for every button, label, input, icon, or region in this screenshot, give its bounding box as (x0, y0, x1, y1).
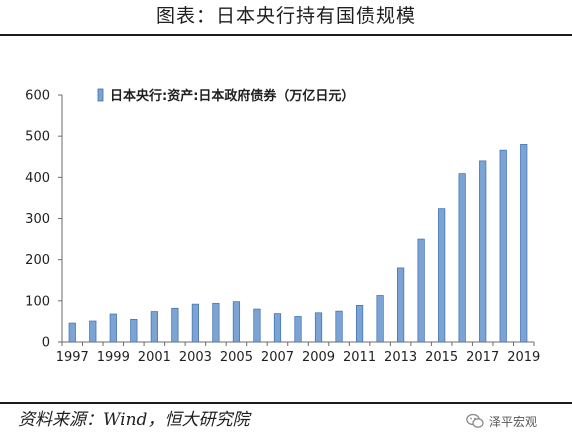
bar (397, 267, 405, 343)
x-tick-label: 2001 (138, 350, 171, 365)
bar (335, 310, 343, 343)
bar (191, 303, 199, 343)
x-tick-label: 2017 (466, 350, 499, 365)
bar (130, 319, 138, 343)
bar (314, 312, 323, 343)
bar (232, 301, 241, 343)
bar (355, 305, 364, 343)
x-axis: 1997 1999 2001 2003 2005 2007 2009 2011 2013 2015… (56, 341, 540, 365)
bar (68, 322, 76, 343)
bar (109, 313, 117, 343)
x-tick-label: 2015 (425, 350, 458, 365)
x-tick-label: 1999 (97, 350, 130, 365)
bar (520, 144, 528, 343)
watermark: 泽平宏观 (466, 411, 537, 431)
bar (294, 316, 302, 343)
bar (212, 302, 220, 343)
bar (171, 307, 179, 343)
y-tick-label: 200 (25, 253, 50, 268)
y-tick-label: 500 (25, 130, 50, 145)
bar (273, 313, 282, 343)
bar-series (68, 144, 528, 343)
x-tick-label: 2009 (302, 350, 335, 365)
bar (499, 149, 507, 343)
figure-title: 图表：日本央行持有国债规模 (155, 5, 416, 27)
x-tick-label: 2007 (261, 350, 294, 365)
bottom-divider (0, 402, 572, 404)
y-axis: 0 100 200 300 400 500 600 (25, 89, 63, 351)
top-divider (0, 34, 572, 36)
bar (150, 311, 158, 343)
y-tick-label: 300 (25, 212, 50, 227)
x-tick-label: 2005 (220, 350, 253, 365)
chart-legend: 日本央行:资产:日本政府债券（万亿日元） (97, 88, 354, 104)
y-tick-label: 100 (25, 294, 50, 309)
y-tick-label: 600 (25, 89, 50, 104)
wechat-icon (466, 413, 484, 428)
bar-chart: 日本央行:资产:日本政府债券（万亿日元） 0 100 200 300 400 500 600… (25, 88, 540, 365)
legend-label: 日本央行:资产:日本政府债券（万亿日元） (110, 88, 354, 104)
bar (89, 320, 97, 343)
bar (417, 238, 425, 343)
x-tick-label: 2011 (343, 350, 376, 365)
bar (458, 173, 466, 343)
bar (376, 295, 384, 343)
legend-swatch (97, 88, 104, 102)
bar (438, 208, 446, 343)
x-tick-label: 2013 (384, 350, 417, 365)
y-tick-label: 400 (25, 171, 50, 186)
bar (479, 160, 487, 343)
x-tick-label: 2003 (179, 350, 212, 365)
y-tick-label: 0 (42, 336, 50, 351)
bar (253, 308, 261, 343)
watermark-label: 泽平宏观 (489, 414, 538, 429)
x-tick-label: 1997 (56, 350, 89, 365)
source-note: 资料来源：Wind，恒大研究院 (18, 410, 250, 430)
x-tick-label: 2019 (507, 350, 540, 365)
